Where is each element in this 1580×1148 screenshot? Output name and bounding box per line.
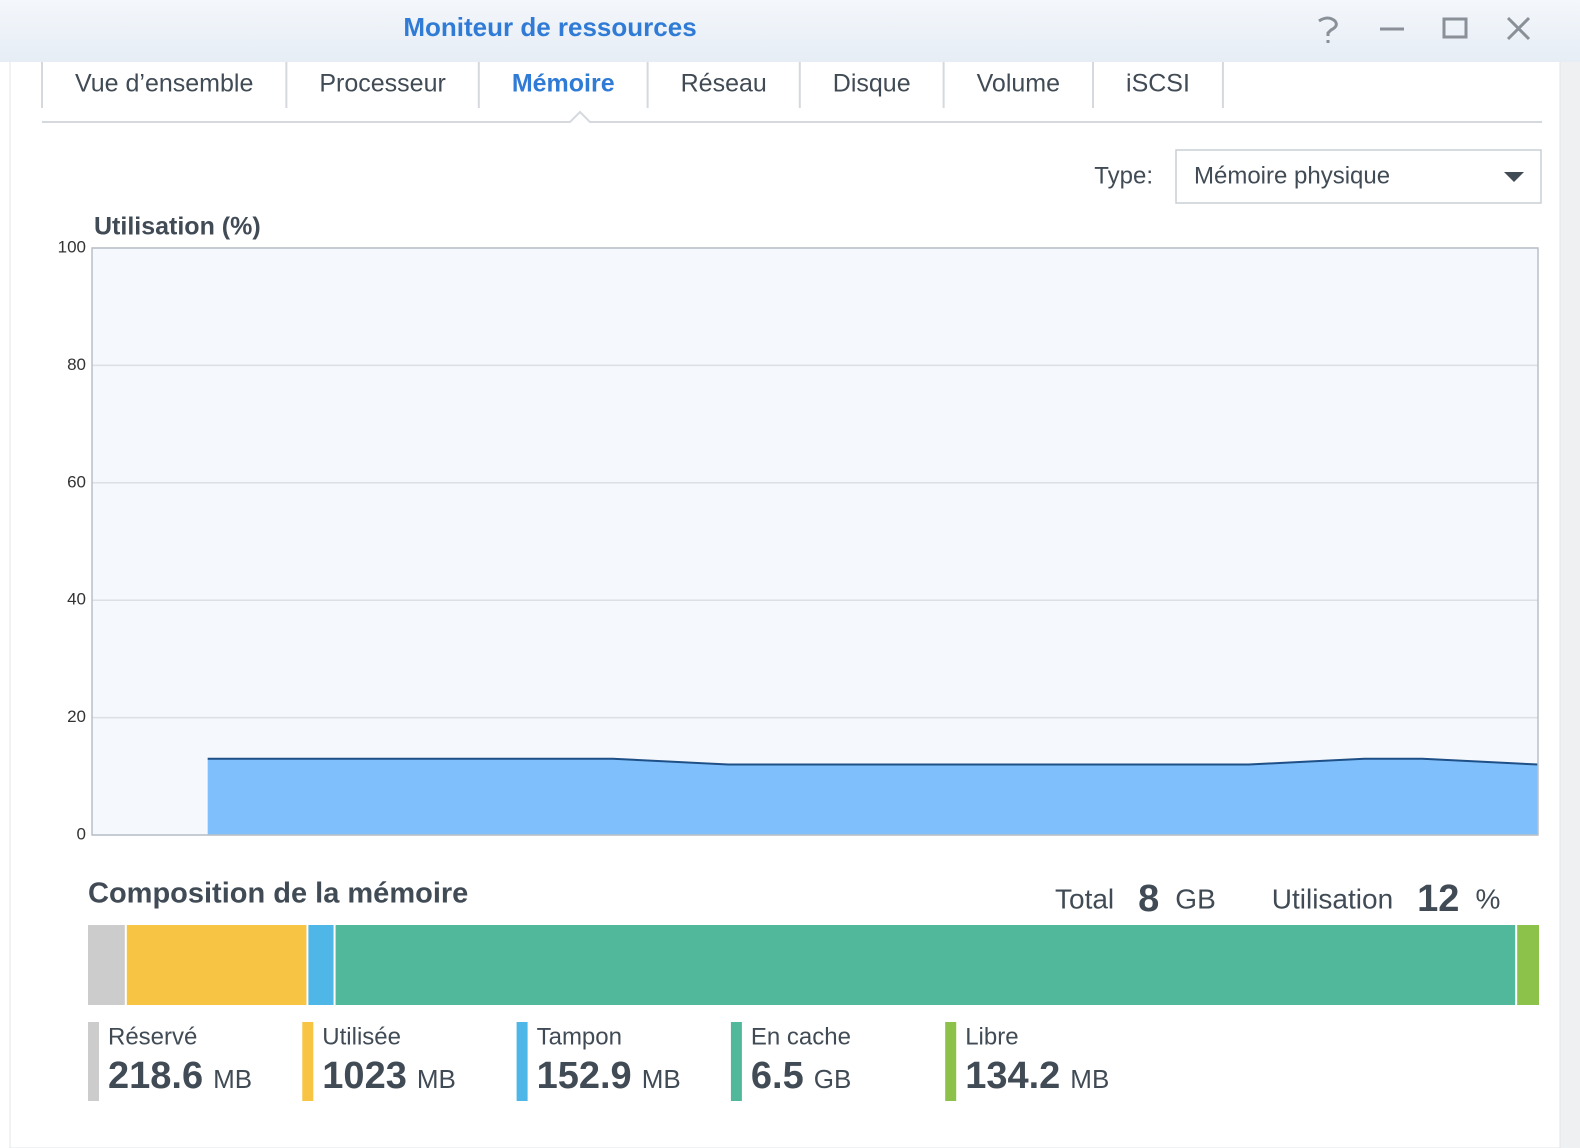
legend-unit: MB	[213, 1064, 252, 1094]
area-fill	[207, 758, 1539, 835]
legend-swatch	[88, 1022, 99, 1101]
tab[interactable]: Disque	[833, 70, 911, 98]
title-bar	[0, 0, 1580, 62]
composition-segment	[88, 925, 125, 1005]
composition-segment	[126, 925, 307, 1005]
summary-text: %	[1475, 883, 1500, 914]
summary: Total 8 GB Utilisation 12%	[1055, 878, 1500, 920]
legend-name: Réservé	[108, 1023, 197, 1050]
tab[interactable]: Vue d’ensemble	[75, 70, 253, 98]
summary-text: Total	[1055, 883, 1114, 914]
y-tick-label: 40	[67, 590, 86, 609]
summary-text: 8	[1138, 878, 1159, 920]
legend-value: 134.2	[965, 1055, 1060, 1097]
help-button[interactable]	[1318, 16, 1338, 43]
legend-name: Tampon	[537, 1023, 622, 1050]
tab[interactable]: Réseau	[681, 70, 767, 98]
type-select-value: Mémoire physique	[1194, 162, 1390, 189]
area-line	[207, 757, 1539, 766]
composition-chart: Réservé 218.6 MB Utilisée 1023 MB Tampon 152.9 M…	[88, 925, 1539, 1101]
legend-name: Utilisée	[322, 1023, 401, 1050]
type-label: Type:	[1094, 162, 1153, 189]
window-controls	[1318, 16, 1531, 43]
composition-segment	[1517, 925, 1539, 1005]
tab[interactable]: Mémoire	[512, 70, 615, 98]
tab[interactable]: iSCSI	[1126, 70, 1190, 98]
legend-value: 218.6	[108, 1055, 203, 1097]
window-title: Moniteur de ressources	[403, 12, 696, 42]
y-tick-label: 0	[77, 824, 86, 843]
dropdown-arrow	[1504, 172, 1524, 182]
tab[interactable]: Processeur	[319, 70, 445, 98]
summary-text: Utilisation	[1272, 883, 1393, 914]
maximize-button[interactable]	[1442, 17, 1468, 39]
legend-unit: MB	[1070, 1064, 1109, 1094]
chart-title: Utilisation (%)	[94, 213, 261, 241]
legend-swatch	[516, 1022, 528, 1101]
legend-unit: MB	[642, 1064, 681, 1094]
legend-swatch	[945, 1022, 957, 1101]
legend-swatch	[730, 1022, 742, 1101]
legend-value: 1023	[322, 1055, 407, 1097]
tab[interactable]: Volume	[977, 70, 1060, 98]
summary-text: GB	[1175, 883, 1215, 914]
tab-bar: Vue d’ensemble Processeur Mémoire Réseau Dis…	[41, 62, 1224, 108]
summary-text: 12	[1417, 878, 1459, 920]
close-button[interactable]	[1506, 16, 1531, 41]
legend-value: 152.9	[537, 1055, 632, 1097]
legend-unit: GB	[814, 1064, 852, 1094]
plot-border	[91, 247, 1539, 836]
y-tick-label: 100	[58, 237, 86, 256]
composition-segment	[335, 925, 1516, 1005]
plot-area	[92, 248, 1538, 835]
legend-name: En cache	[751, 1023, 851, 1050]
composition-title: Composition de la mémoire	[88, 878, 468, 910]
composition-segment	[308, 925, 334, 1005]
legend-value: 6.5	[751, 1055, 804, 1097]
y-tick-label: 20	[67, 707, 86, 726]
y-tick-label: 80	[67, 355, 86, 374]
window-shadow	[1560, 0, 1580, 1148]
legend-unit: MB	[417, 1064, 456, 1094]
y-tick-label: 60	[67, 472, 86, 491]
legend-name: Libre	[965, 1023, 1018, 1050]
type-select[interactable]	[1175, 149, 1542, 204]
legend-swatch	[302, 1022, 314, 1101]
tab-underline	[42, 110, 1542, 123]
